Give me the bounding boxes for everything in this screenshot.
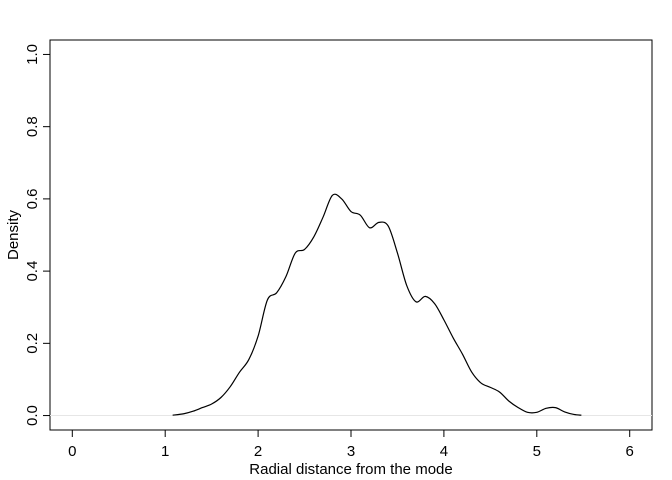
x-tick-label: 3 <box>347 443 355 460</box>
x-axis-title: Radial distance from the mode <box>249 461 452 478</box>
x-tick-label: 4 <box>440 443 448 460</box>
x-tick-label: 0 <box>68 443 76 460</box>
y-tick-label: 1.0 <box>24 44 41 65</box>
y-tick-label: 0.2 <box>24 333 41 354</box>
y-axis-title: Density <box>5 209 22 260</box>
x-axis: 0 1 2 3 4 5 6 <box>68 430 634 460</box>
density-curve <box>172 193 582 416</box>
y-axis: 0.0 0.2 0.4 0.6 0.8 1.0 <box>24 44 50 426</box>
x-tick-label: 2 <box>254 443 262 460</box>
y-tick-label: 0.8 <box>24 116 41 137</box>
plot-frame <box>49 39 653 431</box>
x-tick-label: 6 <box>626 443 634 460</box>
y-tick-label: 0.6 <box>24 188 41 209</box>
x-tick-label: 1 <box>161 443 169 460</box>
y-tick-label: 0.4 <box>24 261 41 282</box>
x-tick-label: 5 <box>533 443 541 460</box>
y-tick-label: 0.0 <box>24 405 41 426</box>
